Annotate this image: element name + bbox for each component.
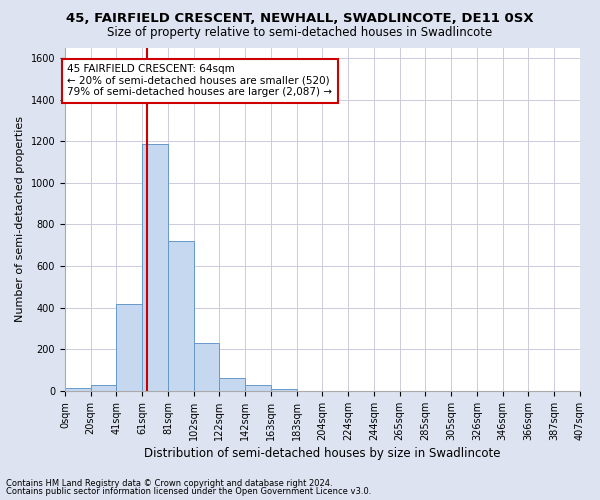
Text: Contains HM Land Registry data © Crown copyright and database right 2024.: Contains HM Land Registry data © Crown c… xyxy=(6,478,332,488)
Bar xyxy=(271,389,296,391)
Bar xyxy=(142,144,168,391)
Bar xyxy=(91,384,116,391)
Bar xyxy=(168,241,194,391)
Bar xyxy=(220,378,245,391)
Bar xyxy=(116,304,142,391)
Text: Contains public sector information licensed under the Open Government Licence v3: Contains public sector information licen… xyxy=(6,487,371,496)
Bar xyxy=(65,388,91,391)
Bar xyxy=(245,384,271,391)
Text: Size of property relative to semi-detached houses in Swadlincote: Size of property relative to semi-detach… xyxy=(107,26,493,39)
X-axis label: Distribution of semi-detached houses by size in Swadlincote: Distribution of semi-detached houses by … xyxy=(144,447,501,460)
Y-axis label: Number of semi-detached properties: Number of semi-detached properties xyxy=(15,116,25,322)
Bar xyxy=(194,343,220,391)
Text: 45, FAIRFIELD CRESCENT, NEWHALL, SWADLINCOTE, DE11 0SX: 45, FAIRFIELD CRESCENT, NEWHALL, SWADLIN… xyxy=(66,12,534,26)
Text: 45 FAIRFIELD CRESCENT: 64sqm
← 20% of semi-detached houses are smaller (520)
79%: 45 FAIRFIELD CRESCENT: 64sqm ← 20% of se… xyxy=(67,64,332,98)
